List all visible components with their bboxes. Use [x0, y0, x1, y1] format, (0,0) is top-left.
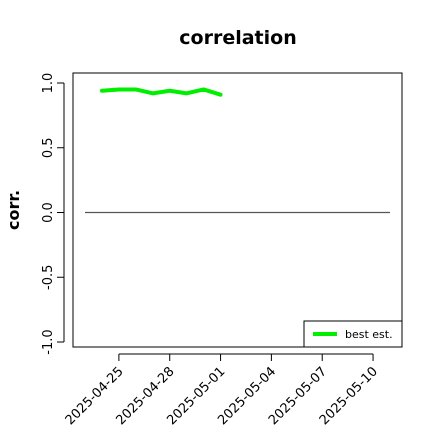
plot-area	[85, 87, 390, 214]
plot-frame	[72, 72, 403, 348]
legend-label-best-est: best est.	[345, 328, 393, 341]
x-axis: 2025-04-252025-04-282025-05-012025-05-04…	[63, 353, 381, 428]
y-tick-label: 1.0	[41, 73, 56, 94]
series-line-best-est	[99, 87, 223, 97]
y-tick-label: 0.5	[41, 137, 56, 158]
legend: best est.	[303, 320, 403, 348]
y-axis-label: corr.	[4, 190, 23, 230]
y-tick-label: -0.5	[41, 265, 56, 290]
y-axis: -1.0 -0.5 0.0 0.5 1.0	[41, 73, 65, 355]
y-tick-label: 0.0	[41, 202, 56, 223]
y-tick-label: -1.0	[41, 329, 56, 354]
chart-title: correlation	[179, 27, 296, 49]
